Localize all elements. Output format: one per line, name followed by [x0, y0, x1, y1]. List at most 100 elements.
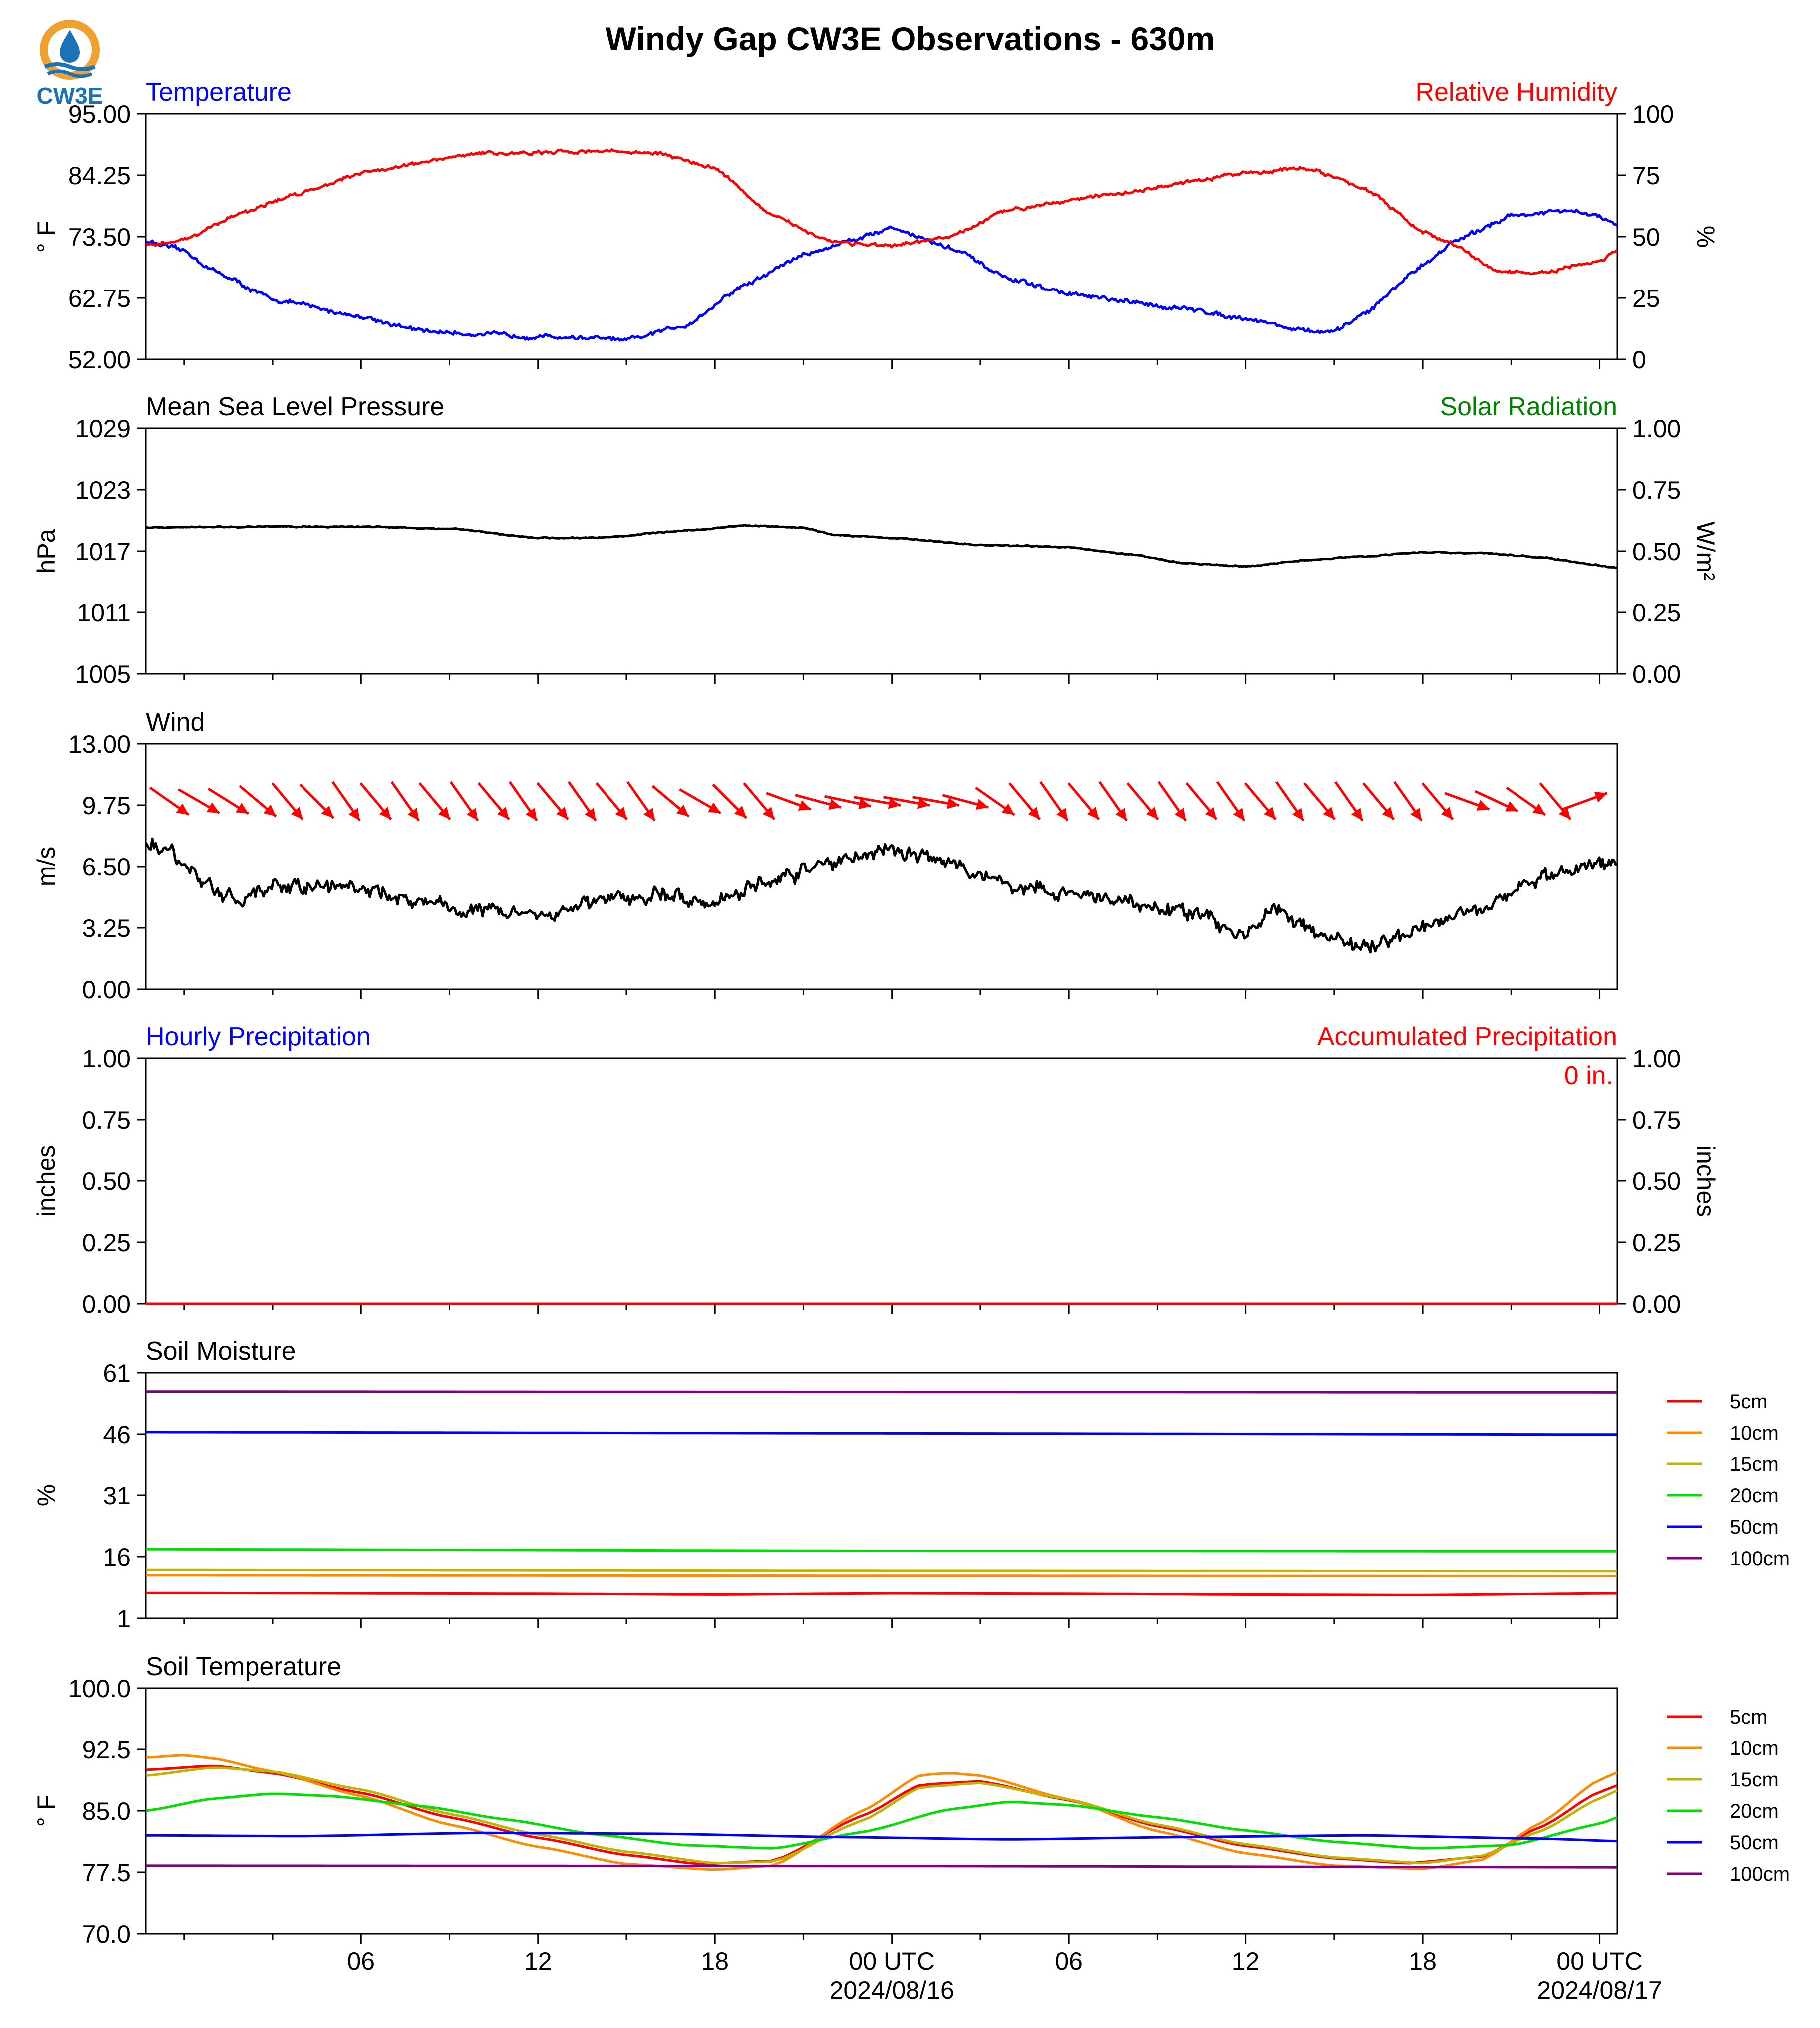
ylabel-right-temp: % — [1692, 226, 1720, 248]
panel-frame-temp — [145, 113, 1618, 360]
series-line-soilm-1 — [146, 1574, 1617, 1577]
wind-arrow-head — [828, 799, 841, 810]
panel-frame-pres — [145, 427, 1618, 675]
wind-arrow-head — [1382, 807, 1394, 820]
legend-label-soilt: 20cm — [1730, 1800, 1779, 1822]
xtick-label: 06 — [1055, 1947, 1083, 1975]
ytick-label-right-pres: 0.25 — [1632, 599, 1681, 627]
ytick-label-left-temp: 52.00 — [68, 346, 131, 374]
series-line-soilm-4 — [146, 1431, 1617, 1436]
wind-arrow-head — [1505, 801, 1518, 812]
wind-arrow-head — [676, 804, 689, 817]
wind-arrow-head — [348, 808, 360, 821]
wind-arrow-head — [888, 798, 901, 809]
wind-arrow-head — [263, 804, 276, 817]
wind-arrow-head — [615, 807, 627, 820]
ytick-label-left-precip: 1.00 — [82, 1045, 131, 1073]
legend-label-soilm: 15cm — [1730, 1453, 1779, 1475]
ytick-label-left-pres: 1029 — [75, 415, 131, 443]
legend-label-soilm: 10cm — [1730, 1422, 1779, 1444]
precip-total-label: 0 in. — [1564, 1061, 1613, 1090]
series-line-soilm-0 — [146, 1591, 1618, 1596]
legend-label-soilm: 20cm — [1730, 1485, 1779, 1507]
legend-label-soilt: 100cm — [1730, 1863, 1790, 1885]
ytick-label-left-soilm: 1 — [117, 1605, 131, 1633]
ytick-label-left-pres: 1005 — [75, 660, 131, 688]
xtick-label: 12 — [1232, 1947, 1260, 1975]
panel-frame-soilm — [145, 1372, 1618, 1619]
series-line-pres-0 — [145, 524, 1618, 570]
xtick-label: 12 — [524, 1947, 552, 1975]
ytick-label-left-wind: 9.75 — [82, 792, 131, 820]
wind-arrow-head — [1292, 808, 1304, 821]
xtick-label: 00 UTC — [849, 1947, 935, 1975]
ytick-label-left-pres: 1023 — [75, 476, 131, 504]
ytick-label-left-wind: 0.00 — [82, 976, 131, 1004]
wind-arrow-head — [235, 803, 249, 814]
xtick-date-label: 2024/08/16 — [830, 1976, 954, 2004]
ytick-label-left-wind: 13.00 — [68, 730, 131, 758]
ytick-label-right-temp: 75 — [1632, 162, 1660, 190]
ytick-label-left-pres: 1011 — [77, 599, 131, 627]
wind-arrow-head — [707, 802, 721, 813]
ytick-label-right-temp: 25 — [1632, 285, 1660, 312]
wind-arrow-head — [438, 807, 450, 820]
wind-arrow-head — [1001, 803, 1015, 815]
series-line-wind-0 — [144, 837, 1618, 954]
xtick-label: 06 — [347, 1947, 375, 1975]
wind-arrow-head — [379, 807, 391, 820]
legend-label-soilt: 10cm — [1730, 1738, 1779, 1759]
wind-arrow-head — [1056, 808, 1068, 821]
legend-label-soilm: 50cm — [1730, 1516, 1779, 1538]
wind-arrow-head — [1174, 808, 1186, 821]
series-line-soilm-3 — [145, 1548, 1617, 1553]
wind-arrow-head — [858, 798, 871, 810]
ytick-label-left-temp: 84.25 — [68, 162, 131, 190]
ytick-label-left-precip: 0.75 — [82, 1106, 131, 1134]
series-line-soilt-0 — [145, 1764, 1618, 1865]
wind-arrow-head — [176, 803, 189, 815]
wind-arrow-head — [291, 807, 303, 820]
panel-title-pres: Mean Sea Level Pressure — [146, 392, 444, 421]
ytick-label-right-temp: 50 — [1632, 223, 1660, 251]
wind-arrow-head — [407, 808, 419, 821]
wind-arrow-head — [643, 808, 655, 821]
panel-title-soilt: Soil Temperature — [146, 1652, 341, 1681]
wind-arrow-head — [1146, 807, 1158, 820]
panel-title-temp: Temperature — [146, 78, 292, 107]
series-line-soilm-5 — [146, 1390, 1617, 1394]
ytick-label-left-temp: 73.50 — [68, 223, 131, 251]
ytick-label-left-soilm: 16 — [103, 1543, 131, 1571]
wind-arrow-head — [1028, 807, 1040, 820]
ytick-label-left-temp: 95.00 — [68, 100, 131, 128]
ytick-label-left-precip: 0.25 — [82, 1229, 131, 1257]
ytick-label-right-precip: 0.50 — [1632, 1167, 1681, 1195]
wind-arrow-head — [556, 807, 568, 820]
wind-arrow-head — [798, 800, 811, 811]
ylabel-left-soilt: ° F — [32, 1795, 60, 1827]
ytick-label-right-precip: 0.00 — [1632, 1290, 1681, 1318]
ytick-label-left-pres: 1017 — [75, 538, 131, 566]
ylabel-right-pres: W/m² — [1692, 521, 1720, 580]
series-line-soilt-1 — [145, 1754, 1618, 1871]
wind-arrow-head — [1441, 807, 1453, 820]
ytick-label-left-soilt: 85.0 — [82, 1797, 131, 1825]
panel-title-right-precip: Accumulated Precipitation — [1317, 1022, 1617, 1051]
ytick-label-left-soilm: 46 — [103, 1421, 131, 1449]
wind-arrow-head — [734, 806, 747, 818]
logo-text: CW3E — [37, 83, 103, 109]
legend-label-soilt: 50cm — [1730, 1832, 1779, 1854]
ytick-label-right-pres: 0.75 — [1632, 476, 1681, 504]
series-line-soilt-3 — [145, 1792, 1618, 1850]
legend-label-soilm: 5cm — [1730, 1391, 1768, 1413]
legend-label-soilt: 5cm — [1730, 1706, 1768, 1728]
cw3e-logo: CW3E — [25, 15, 115, 110]
ytick-label-left-soilt: 77.5 — [82, 1859, 131, 1887]
wind-arrow-head — [206, 802, 220, 813]
series-line-soilt-4 — [145, 1831, 1618, 1843]
legend-label-soilt: 15cm — [1730, 1769, 1779, 1791]
ylabel-left-temp: ° F — [32, 221, 60, 253]
ytick-label-left-precip: 0.50 — [82, 1167, 131, 1195]
wind-arrow-head — [975, 799, 989, 810]
wind-arrow-head — [584, 808, 596, 821]
